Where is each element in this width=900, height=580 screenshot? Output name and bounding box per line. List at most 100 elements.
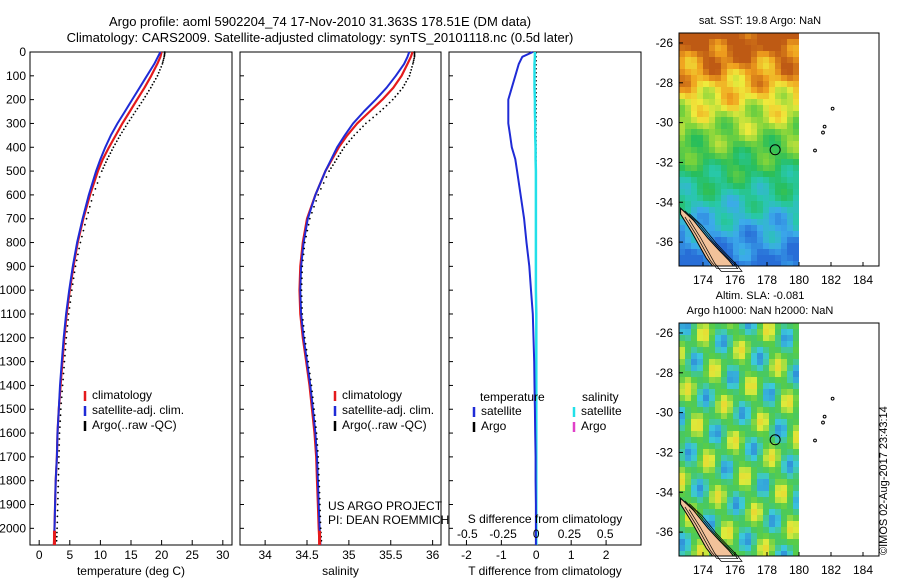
argo-point-sal (313, 414, 316, 417)
sst-map-cell (781, 129, 787, 135)
sla-map-cell (703, 353, 709, 359)
sst-map-cell (685, 201, 691, 207)
argo-point-temp (65, 336, 68, 339)
sla-map-cell (745, 347, 751, 353)
sla-map-cell (787, 521, 793, 527)
sst-map-cell (757, 219, 763, 225)
sla-map-cell (697, 335, 703, 341)
sla-map-cell (793, 359, 799, 365)
depth-tick-label: 2000 (0, 521, 26, 535)
sst-map-cell (709, 45, 715, 51)
sla-map-cell (787, 473, 793, 479)
sst-map-cell (787, 147, 793, 153)
argo-point-temp (61, 384, 64, 387)
sst-map-cell (733, 33, 739, 39)
argo-point-sal (301, 265, 304, 268)
sla-map-cell (709, 395, 715, 401)
climatology-bottom-bar-temp (52, 530, 56, 545)
sla-map-cell (685, 491, 691, 497)
sla-map-cell (733, 527, 739, 533)
sst-map-cell (757, 159, 763, 165)
sst-map-cell (691, 51, 697, 57)
sst-map-cell (751, 123, 757, 129)
depth-tick-label: 1900 (0, 498, 26, 512)
sla-map-cell (715, 341, 721, 347)
sla-map-cell (727, 497, 733, 503)
sla-map-cell (781, 425, 787, 431)
satellite-line-temp (52, 51, 162, 546)
sst-map-cell (715, 39, 721, 45)
sst-map-cell (679, 93, 685, 99)
sla-map-cell (697, 473, 703, 479)
sst-map-cell (769, 57, 775, 63)
sst-map-cell (763, 69, 769, 75)
sst-map-cell (781, 231, 787, 237)
sla-map-cell (691, 377, 697, 383)
sla-map-cell (781, 437, 787, 443)
sst-map-cell (703, 63, 709, 69)
sla-map-cell (763, 539, 769, 545)
sla-map-cell (775, 545, 781, 551)
sst-map-cell (733, 117, 739, 123)
sst-map-cell (763, 81, 769, 87)
sla-map-cell (751, 533, 757, 539)
sla-map-cell (769, 419, 775, 425)
sla-map-cell (781, 503, 787, 509)
sla-map-cell (721, 503, 727, 509)
sst-map-cell (679, 75, 685, 81)
sla-map-cell (745, 551, 751, 556)
sst-map-cell (739, 189, 745, 195)
argo-point-temp (148, 89, 150, 92)
sst-map-cell (739, 51, 745, 57)
sla-map-cell (757, 371, 763, 377)
argo-point-temp (70, 295, 72, 297)
depth-tick-label: 1100 (0, 307, 26, 321)
sst-map-cell (757, 255, 763, 261)
argo-point-temp (67, 313, 70, 315)
sla-map-cell (745, 527, 751, 533)
sst-map-cell (739, 123, 745, 129)
sst-map-cell (709, 177, 715, 183)
sst-map-cell (709, 57, 715, 63)
sst-map-cell (721, 159, 727, 165)
sla-map-cell (775, 437, 781, 443)
legend-label-sal: climatology (342, 388, 402, 402)
argo-point-sal (301, 313, 304, 315)
sst-map-cell (691, 75, 697, 81)
sst-map-cell (697, 81, 703, 87)
argo-point-temp (70, 289, 73, 292)
sla-map-cell (709, 329, 715, 335)
sla-map-cell (769, 461, 775, 467)
sst-map-cell (781, 153, 787, 159)
argo-point-temp (58, 456, 60, 458)
sst-map-cell (715, 63, 721, 69)
sst-map-cell (733, 111, 739, 117)
sla-map-cell (679, 515, 685, 521)
sst-map-cell (679, 39, 685, 45)
sla-map-cell (739, 521, 745, 527)
sla-map-cell (733, 485, 739, 491)
sst-map-cell (727, 165, 733, 171)
sla-map-cell (745, 509, 751, 515)
sla-map-cell (745, 425, 751, 431)
depth-tick-label: 1200 (0, 331, 26, 345)
sla-map-cell (793, 545, 799, 551)
sla-map-cell (781, 521, 787, 527)
sla-map-cell (769, 371, 775, 377)
sst-map-cell (703, 135, 709, 141)
sla-map-cell (733, 479, 739, 485)
sst-map-cell (757, 153, 763, 159)
sst-map-cell (745, 141, 751, 147)
argo-point-sal (406, 77, 409, 80)
sst-map-cell (769, 99, 775, 105)
sst-map-cell (793, 195, 799, 201)
sla-map-cell (691, 431, 697, 437)
sst-map-cell (763, 201, 769, 207)
sla-map-cell (775, 431, 781, 437)
sla-map-cell (733, 323, 739, 329)
sst-map-cell (769, 141, 775, 147)
sst-map-cell (739, 261, 745, 266)
sla-map-cell (775, 509, 781, 515)
sla-map-cell (745, 395, 751, 401)
sst-map-cell (763, 243, 769, 249)
